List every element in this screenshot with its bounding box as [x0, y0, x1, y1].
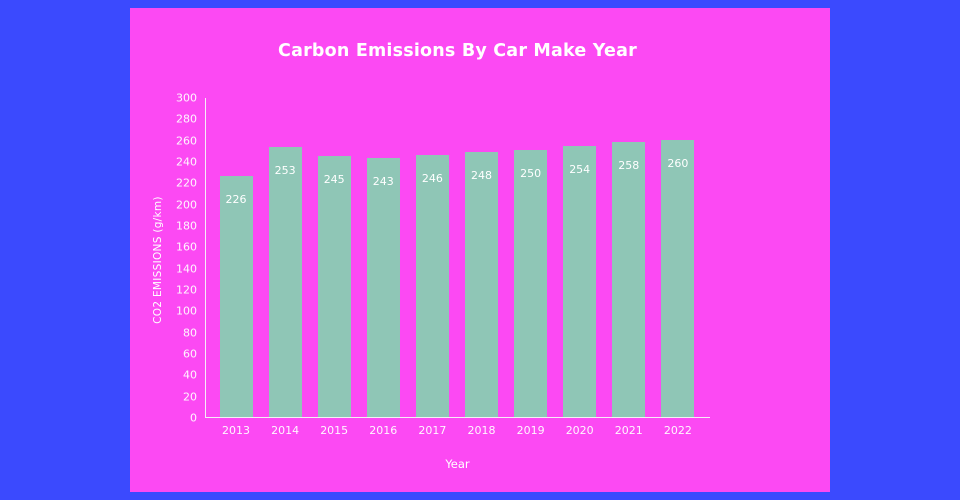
chart-panel: Carbon Emissions By Car Make Year CO2 EM…	[130, 8, 830, 492]
y-tick-label: 60	[183, 347, 197, 361]
bar-2020	[563, 146, 597, 417]
x-tick-label: 2018	[467, 424, 496, 437]
bar-value-label: 250	[520, 167, 542, 181]
bar-2016	[366, 157, 400, 417]
bar-2021	[612, 141, 646, 417]
bar-value-label: 260	[667, 156, 689, 170]
y-tick-label: 160	[176, 240, 197, 254]
bar-value-label: 226	[225, 192, 247, 206]
bar-value-label: 258	[618, 158, 640, 172]
x-tick-label: 2021	[614, 424, 643, 437]
x-tick-label: 2015	[320, 424, 349, 437]
bar-2013	[219, 175, 253, 417]
bar-value-label: 246	[421, 171, 443, 185]
y-tick-label: 120	[176, 283, 197, 297]
y-tick-label: 240	[176, 155, 197, 169]
chart-title: Carbon Emissions By Car Make Year	[278, 41, 637, 61]
x-tick-label: 2022	[663, 424, 692, 437]
plot-area: 0 20 40 60 80 100 120 140 160 180 200 220 240 260 280 3…	[176, 92, 710, 437]
bar-2019	[514, 150, 548, 417]
y-tick-label: 20	[183, 390, 197, 404]
x-tick-label: 2016	[369, 424, 398, 437]
y-tick-label: 40	[183, 368, 197, 382]
y-tick-label: 220	[176, 176, 197, 190]
y-tick-label: 140	[176, 262, 197, 276]
bar-value-label: 253	[274, 164, 296, 178]
bar-2017	[415, 154, 449, 417]
x-tick-label: 2020	[565, 424, 594, 437]
bar-value-label: 245	[323, 172, 345, 186]
y-tick-label: 100	[176, 304, 197, 318]
bar-2015	[317, 155, 351, 417]
y-tick-label: 0	[190, 411, 197, 425]
y-tick-label: 260	[176, 134, 197, 148]
x-tick-label: 2019	[516, 424, 545, 437]
bar-2014	[268, 147, 302, 417]
y-tick-label: 280	[176, 112, 197, 126]
bar-2018	[465, 152, 498, 417]
x-tick-label: 2014	[271, 424, 300, 437]
y-tick-label: 180	[176, 219, 197, 233]
x-tick-label: 2017	[418, 424, 447, 437]
y-tick-label: 300	[176, 91, 197, 105]
x-tick-label: 2013	[222, 424, 250, 437]
y-axis-label: CO2 EMISSIONS (g/km)	[152, 196, 164, 324]
x-axis-label: Year	[445, 457, 470, 471]
bar-value-label: 248	[471, 169, 492, 183]
bar-2022	[661, 139, 695, 417]
y-tick-label: 200	[176, 198, 197, 212]
bar-value-label: 243	[372, 174, 394, 188]
bar-value-label: 254	[569, 163, 591, 177]
y-tick-label: 80	[183, 326, 197, 340]
